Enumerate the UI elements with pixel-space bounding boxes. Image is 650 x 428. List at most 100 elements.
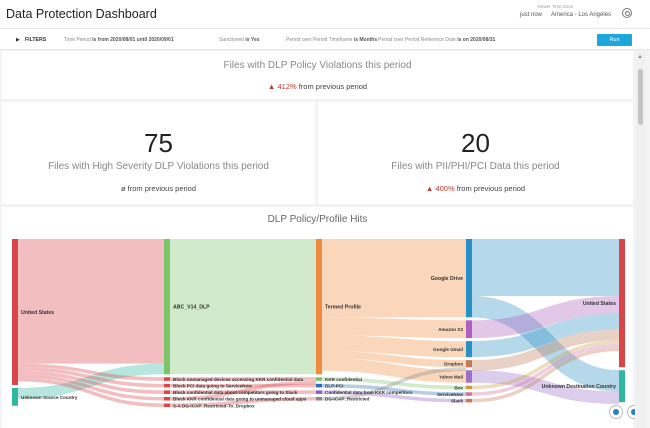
pii-tile: 20 Files with PII/PHI/PCI Data this peri… <box>318 102 633 204</box>
sankey-node[interactable] <box>164 403 170 408</box>
sankey-node[interactable] <box>466 392 472 396</box>
sankey-node[interactable] <box>12 387 18 406</box>
sankey-link[interactable] <box>321 335 467 358</box>
run-button[interactable]: Run <box>597 34 632 46</box>
sankey-node[interactable] <box>466 239 472 318</box>
pii-delta: ▲ 400% from previous period <box>425 184 526 193</box>
page-title: Data Protection Dashboard <box>6 7 157 21</box>
sankey-link[interactable] <box>17 367 165 388</box>
high-severity-value: 75 <box>144 128 173 158</box>
sankey-node[interactable] <box>164 383 170 388</box>
timezone-label: Viewer Time Zone <box>537 4 574 9</box>
sankey-node-label: ServiceNow <box>437 392 463 397</box>
sankey-node-label: KKR confidential <box>325 377 362 382</box>
timezone-selector[interactable]: America - Los Angeles <box>551 12 612 18</box>
scroll-up-icon[interactable] <box>638 55 642 58</box>
gear-icon[interactable] <box>622 8 632 18</box>
high-severity-delta: ø from previous period <box>120 184 197 193</box>
sankey-node[interactable] <box>466 398 472 403</box>
sankey-link[interactable] <box>17 363 165 399</box>
sankey-node[interactable] <box>12 239 18 385</box>
sankey-node-label: DLP-PCI <box>325 384 343 389</box>
trend-up-icon: ▲ <box>267 82 276 91</box>
sankey-node-label: S-A DG-ICAP_Restricted-To_Dropbox <box>173 403 255 408</box>
help-button[interactable] <box>609 405 623 419</box>
sankey-node[interactable] <box>316 377 322 381</box>
sankey-node[interactable] <box>164 396 170 401</box>
sankey-node[interactable] <box>619 239 625 368</box>
sankey-link[interactable] <box>471 329 620 371</box>
page-scrollbar[interactable] <box>636 51 645 428</box>
trend-up-icon: ▲ <box>425 184 434 193</box>
sankey-link[interactable] <box>471 340 620 390</box>
sankey-node-label: DG-ICAP_Restricted <box>325 397 370 402</box>
sankey-node-label: Google Gmail <box>433 347 463 352</box>
sankey-link[interactable] <box>471 370 620 404</box>
sankey-node[interactable] <box>164 390 170 394</box>
sankey-node[interactable] <box>466 370 472 383</box>
sankey-node-label: Box <box>454 386 463 391</box>
sankey-node[interactable] <box>466 341 472 358</box>
sankey-node-label: Amazon S3 <box>438 327 463 332</box>
sankey-node[interactable] <box>619 370 625 403</box>
sankey-link[interactable] <box>169 396 317 408</box>
violations-delta: ▲ 412% from previous period <box>267 82 368 91</box>
expand-filters-icon[interactable]: ▶ <box>16 37 20 43</box>
sankey-node-label: Unknown Source Country <box>21 395 78 400</box>
scrollbar-thumb[interactable] <box>638 69 643 125</box>
sankey-node[interactable] <box>316 390 322 394</box>
sankey-link[interactable] <box>471 347 620 403</box>
sankey-link[interactable] <box>17 370 165 394</box>
sankey-node-label: Dropbox <box>444 362 463 367</box>
sankey-title: DLP Policy/Profile Hits <box>267 214 368 225</box>
sankey-chart: United States Unknown Source Country ABC_V… <box>12 238 625 408</box>
sankey-link[interactable] <box>17 363 165 381</box>
pii-title: Files with PII/PHI/PCI Data this period <box>391 161 560 172</box>
sankey-node-label: Block confidential data about competitor… <box>173 390 298 395</box>
sankey-node-label: Confidential data from KKR competitors <box>325 390 413 395</box>
sankey-link[interactable] <box>321 377 467 390</box>
sankey-node[interactable] <box>466 360 472 368</box>
sankey-link[interactable] <box>17 377 165 408</box>
sankey-link[interactable] <box>321 358 467 383</box>
sankey-node-label: Block unmanaged devices accessing KKR co… <box>173 377 304 382</box>
sankey-link[interactable] <box>471 295 620 339</box>
filters-toggle[interactable]: FILTERS <box>25 37 47 43</box>
sankey-node-label: Google Drive <box>431 276 463 282</box>
sankey-node[interactable] <box>316 383 322 388</box>
sankey-node[interactable] <box>316 396 322 401</box>
sankey-node-label: Termed Profile <box>325 305 361 311</box>
sankey-node[interactable] <box>466 385 472 390</box>
sankey-node-label: Block PCI data going to ServiceNow <box>173 384 252 389</box>
sankey-link[interactable] <box>471 313 620 358</box>
chat-button[interactable] <box>627 405 635 419</box>
violations-tile: Files with DLP Policy Violations this pe… <box>2 51 633 99</box>
sankey-node[interactable] <box>164 239 170 375</box>
sankey-node-label: Unknown Destination Country <box>542 384 616 390</box>
sankey-link[interactable] <box>471 295 620 392</box>
sankey-link[interactable] <box>471 344 620 396</box>
sankey-link[interactable] <box>321 317 467 339</box>
sankey-node[interactable] <box>164 377 170 381</box>
sankey-node-label: Slack <box>451 399 463 404</box>
violations-title: Files with DLP Policy Violations this pe… <box>223 60 412 71</box>
filter-pop-reference-date[interactable]: Period over Period Reference Date is on … <box>378 37 496 43</box>
sankey-link[interactable] <box>321 383 467 396</box>
high-severity-tile: 75 Files with High Severity DLP Violatio… <box>2 102 315 204</box>
sankey-node-label: Block KKR confidential data going to unm… <box>173 397 307 402</box>
sankey-link[interactable] <box>321 351 467 368</box>
sankey-node[interactable] <box>316 239 322 375</box>
sankey-link[interactable] <box>17 374 165 401</box>
sankey-node-label: United States <box>21 310 54 316</box>
dashboard-content: Files with DLP Policy Violations this pe… <box>0 51 635 428</box>
sankey-node[interactable] <box>466 320 472 339</box>
filter-pop-timeframe[interactable]: Period over Period Timeframe is Months <box>286 37 378 43</box>
sankey-link[interactable] <box>321 390 467 403</box>
pii-value: 20 <box>461 128 490 158</box>
sankey-tile: DLP Policy/Profile Hits United States Unk… <box>2 207 633 428</box>
filter-sanctioned[interactable]: Sanctioned is Yes <box>219 37 260 43</box>
filter-time-period[interactable]: Time Period is from 2020/08/01 until 202… <box>64 37 174 43</box>
sankey-link[interactable] <box>321 367 467 401</box>
sankey-link[interactable] <box>169 380 317 401</box>
filter-bar: ▶ FILTERS Time Period is from 2020/08/01… <box>0 28 650 50</box>
